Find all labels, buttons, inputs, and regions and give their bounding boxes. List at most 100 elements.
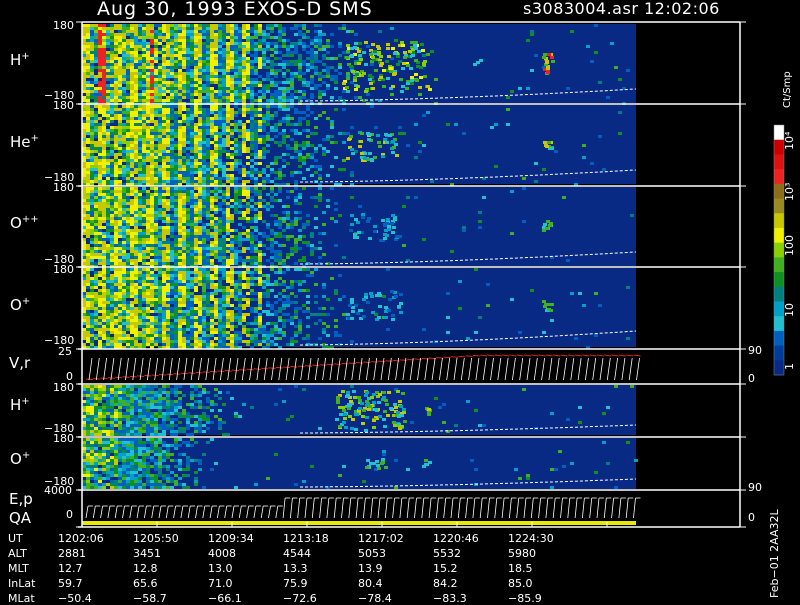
spectrogram-cell: [250, 90, 254, 93]
spectrogram-cell: [186, 187, 190, 190]
spectrogram-cell: [170, 331, 174, 334]
spectrogram-cell: [182, 51, 186, 54]
spectrogram-cell: [186, 162, 190, 165]
spectrogram-cell: [122, 30, 126, 33]
spectrogram-cell: [130, 289, 134, 292]
spectrogram-cell: [314, 42, 318, 45]
spectrogram-cell: [266, 117, 270, 120]
spectrogram-cell: [142, 187, 146, 190]
spectrogram-cell: [150, 229, 154, 232]
spectrogram-cell: [138, 283, 142, 286]
spectrogram-cell: [174, 42, 178, 45]
spectrogram-cell: [182, 247, 186, 250]
spectrogram-cell: [178, 187, 182, 190]
spectrogram-cell: [178, 262, 182, 265]
spectrogram-cell: [350, 171, 354, 174]
spectrogram-cell: [174, 87, 178, 90]
spectrogram-cell: [182, 45, 186, 48]
spectrogram-cell: [94, 313, 98, 316]
spectrogram-feature: [360, 152, 364, 155]
spectrogram-cell: [106, 111, 110, 114]
spectrogram-cell: [298, 117, 302, 120]
spectrogram-cell: [154, 51, 158, 54]
spectrogram-cell: [162, 322, 166, 325]
spectrogram-cell: [90, 220, 94, 223]
spectrogram-cell: [170, 123, 174, 126]
spectrogram-cell: [190, 111, 194, 114]
spectrogram-cell: [278, 96, 282, 99]
spectrogram-cell: [90, 147, 94, 150]
spectrogram-cell: [98, 199, 102, 202]
spectrogram-cell: [142, 96, 146, 99]
spectrogram-cell: [166, 268, 170, 271]
spectrogram-cell: [282, 174, 286, 177]
spectrogram-cell: [106, 292, 110, 295]
spectrogram-cell: [238, 168, 242, 171]
spectrogram-cell: [126, 171, 130, 174]
spectrogram-cell: [138, 33, 142, 36]
spectrogram-cell: [182, 159, 186, 162]
spectrogram-cell: [194, 75, 198, 78]
spectrogram-cell: [114, 328, 118, 331]
spectrogram-cell: [94, 144, 98, 147]
spectrogram-cell: [238, 199, 242, 202]
spectrogram-cell: [322, 63, 326, 66]
spectrogram-cell: [86, 253, 90, 256]
spectrogram-cell: [142, 208, 146, 211]
spectrogram-cell: [114, 235, 118, 238]
spectrogram-feature: [419, 66, 423, 69]
spectrogram-cell: [166, 214, 170, 217]
spectrogram-cell: [266, 238, 270, 241]
spectrogram-cell: [142, 147, 146, 150]
spectrogram-cell: [102, 114, 106, 117]
spectrogram-cell: [246, 138, 250, 141]
spectrogram-cell: [102, 171, 106, 174]
spectrogram-cell: [130, 211, 134, 214]
spectrogram-cell: [94, 93, 98, 96]
spectrogram-cell: [206, 45, 210, 48]
spectrogram-cell: [126, 232, 130, 235]
spectrogram-cell: [170, 301, 174, 304]
spectrogram-cell: [250, 48, 254, 51]
spectrogram-cell: [102, 27, 106, 30]
spectrogram-cell: [254, 81, 258, 84]
spectrogram-cell: [126, 51, 130, 54]
spectrogram-cell: [114, 331, 118, 334]
spectrogram-feature: [551, 60, 555, 63]
spectrogram-cell: [258, 262, 262, 265]
spectrogram-cell: [110, 72, 114, 75]
spectrogram-cell: [202, 120, 206, 123]
spectrogram-cell: [130, 147, 134, 150]
spectrogram-cell: [170, 310, 174, 313]
spectrogram-cell: [146, 202, 150, 205]
spectrogram-feature: [414, 47, 418, 50]
spectrogram-cell: [242, 147, 246, 150]
spectrogram-cell: [82, 72, 86, 75]
spectrogram-cell: [142, 105, 146, 108]
spectrogram-cell: [310, 96, 314, 99]
spectrogram-cell: [322, 253, 326, 256]
spectrogram-cell: [318, 232, 322, 235]
spectrogram-cell: [314, 196, 318, 199]
spectrogram-cell: [210, 202, 214, 205]
spectrogram-cell: [290, 171, 294, 174]
spectrogram-cell: [322, 75, 326, 78]
spectrogram-cell: [422, 54, 426, 57]
spectrogram-cell: [270, 105, 274, 108]
spectrogram-cell: [134, 33, 138, 36]
spectrogram-cell: [210, 196, 214, 199]
spectrogram-cell: [114, 72, 118, 75]
spectrogram-cell: [118, 69, 122, 72]
spectrogram-cell: [138, 214, 142, 217]
spectrogram-cell: [126, 271, 130, 274]
spectrogram-feature: [399, 78, 403, 81]
spectrogram-cell: [202, 177, 206, 180]
spectrogram-cell: [134, 256, 138, 259]
spectrogram-cell: [238, 36, 242, 39]
spectrogram-cell: [86, 187, 90, 190]
spectrogram-cell: [170, 135, 174, 138]
spectrogram-cell: [358, 96, 362, 99]
spectrogram-feature: [371, 87, 375, 90]
spectrogram-feature: [546, 220, 550, 223]
spectrogram-cell: [306, 153, 310, 156]
